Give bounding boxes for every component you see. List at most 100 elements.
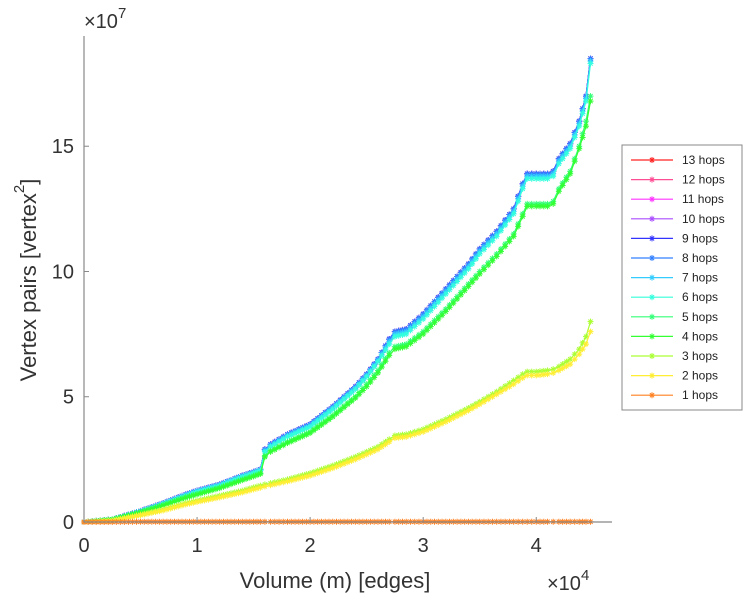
data-point-marker	[446, 304, 453, 311]
data-point-marker	[427, 307, 434, 314]
data-point-marker	[205, 496, 212, 503]
data-point-marker	[141, 511, 148, 518]
legend-label: 7 hops	[682, 271, 718, 285]
series-2-hops	[81, 328, 594, 525]
data-point-marker	[423, 311, 430, 318]
legend-item: 4 hops	[631, 329, 718, 343]
series-line	[83, 58, 592, 523]
data-point-marker	[457, 291, 464, 298]
data-point-marker	[129, 513, 136, 520]
series-5-hops	[81, 93, 594, 525]
data-point-marker	[450, 300, 457, 307]
data-point-marker	[550, 369, 557, 376]
data-point-marker	[649, 235, 655, 242]
data-point-marker	[374, 358, 381, 365]
legend-items: 13 hops 12 hops 11 hops 10 hops 9 hops 8 hops…	[631, 153, 725, 402]
x-tick-label: 3	[418, 535, 429, 557]
y-multiplier: ×107	[84, 5, 126, 33]
series-line	[83, 58, 592, 523]
data-point-marker	[489, 257, 496, 264]
data-point-marker	[439, 295, 446, 302]
data-point-marker	[649, 196, 655, 203]
ticks: 0 1 2 3 4 0 5 10 15	[52, 136, 542, 557]
data-point-marker	[220, 493, 227, 500]
data-point-marker	[378, 443, 385, 450]
data-point-marker	[280, 442, 287, 449]
y-tick-label: 15	[52, 136, 74, 158]
data-point-marker	[502, 386, 509, 393]
data-point-marker	[649, 215, 655, 222]
data-point-marker	[271, 481, 278, 488]
data-point-marker	[382, 358, 389, 365]
data-point-marker	[476, 270, 483, 277]
data-point-marker	[333, 402, 340, 409]
data-point-marker	[363, 383, 370, 390]
series-7-hops	[81, 58, 594, 525]
series-line	[83, 58, 592, 523]
data-point-marker	[197, 498, 204, 505]
data-point-marker	[386, 438, 393, 445]
data-point-marker	[267, 448, 274, 455]
data-point-marker	[227, 491, 234, 498]
data-point-marker	[186, 500, 193, 507]
data-point-marker	[587, 318, 594, 325]
data-point-marker	[411, 323, 418, 330]
data-point-marker	[550, 173, 557, 180]
data-point-marker	[310, 427, 317, 434]
data-point-marker	[480, 266, 487, 273]
data-point-marker	[318, 421, 325, 428]
x-multiplier: ×104	[547, 567, 589, 595]
data-point-marker	[382, 441, 389, 448]
data-point-marker	[493, 253, 500, 260]
series-line	[83, 63, 592, 523]
data-point-marker	[537, 203, 544, 210]
data-point-marker	[407, 340, 414, 347]
data-point-marker	[257, 470, 264, 477]
legend-item: 8 hops	[631, 251, 718, 265]
data-point-marker	[506, 216, 513, 223]
y-tick-label: 10	[52, 261, 74, 283]
data-point-marker	[341, 460, 348, 467]
legend-item: 5 hops	[631, 310, 718, 324]
data-point-marker	[420, 331, 427, 338]
data-point-marker	[555, 160, 562, 167]
data-point-marker	[352, 394, 359, 401]
data-point-marker	[261, 483, 268, 490]
data-point-marker	[216, 494, 223, 501]
data-point-marker	[148, 509, 155, 516]
data-point-marker	[209, 495, 216, 502]
data-point-marker	[427, 425, 434, 432]
data-point-marker	[371, 363, 378, 370]
legend-label: 12 hops	[682, 173, 725, 187]
series-8-hops	[81, 55, 594, 525]
data-point-marker	[519, 374, 526, 381]
data-point-marker	[435, 299, 442, 306]
data-point-marker	[515, 223, 522, 230]
legend-item: 6 hops	[631, 290, 718, 304]
data-point-marker	[649, 372, 655, 379]
data-point-marker	[427, 323, 434, 330]
legend-item: 9 hops	[631, 231, 718, 245]
data-point-marker	[359, 387, 366, 394]
legend-item: 12 hops	[631, 173, 725, 187]
data-point-marker	[489, 237, 496, 244]
data-point-marker	[235, 490, 242, 497]
series-line	[83, 61, 592, 523]
data-point-marker	[261, 448, 268, 455]
data-point-marker	[579, 110, 586, 117]
data-point-marker	[356, 382, 363, 389]
legend-item: 3 hops	[631, 349, 718, 363]
data-point-marker	[399, 344, 406, 351]
series-11-hops	[81, 55, 594, 525]
data-point-marker	[212, 495, 219, 502]
data-point-marker	[555, 188, 562, 195]
data-point-marker	[303, 425, 310, 432]
data-point-marker	[224, 492, 231, 499]
data-point-marker	[133, 513, 140, 520]
data-point-marker	[649, 274, 655, 281]
y-tick-label: 0	[63, 512, 74, 534]
data-point-marker	[190, 499, 197, 506]
data-point-marker	[571, 134, 578, 141]
x-tick-label: 4	[531, 535, 542, 557]
data-point-marker	[391, 333, 398, 340]
